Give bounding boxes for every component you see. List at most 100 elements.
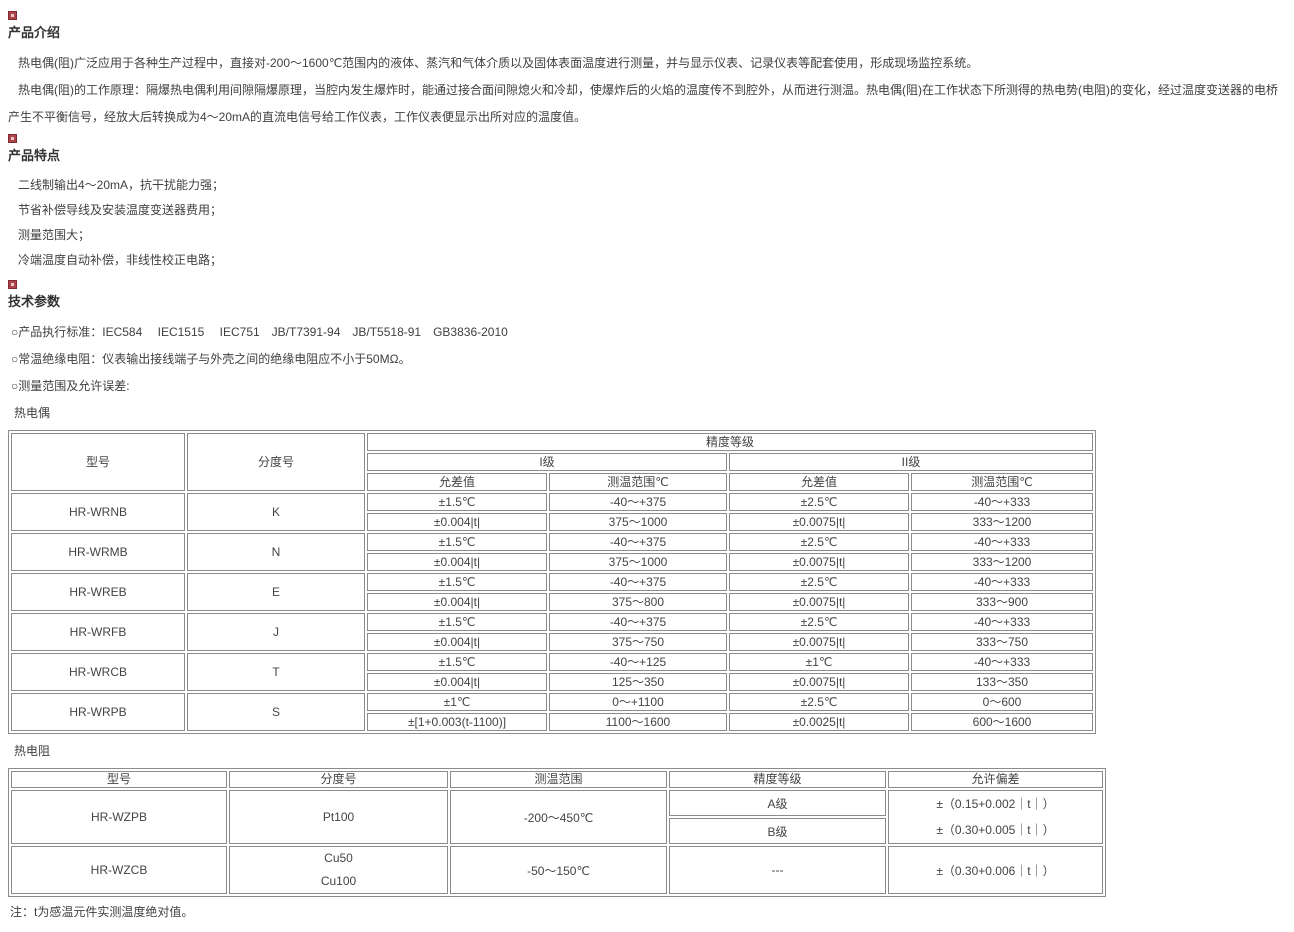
- tolerance-cell: ±0.0075|t|: [729, 593, 909, 611]
- model-cell: HR-WRCB: [11, 653, 185, 691]
- col-header-range: 测温范围: [450, 771, 667, 788]
- accuracy-class-cell: A级: [669, 790, 886, 816]
- graduation-cell: J: [187, 613, 365, 651]
- range-cell: 375～750: [549, 633, 727, 651]
- graduation-line: Cu100: [320, 874, 357, 888]
- intro-paragraph: 热电偶(阻)广泛应用于各种生产过程中，直接对-200～1600℃范围内的液体、蒸…: [18, 56, 979, 70]
- range-cell: 0～600: [911, 693, 1094, 711]
- range-cell: -40～+375: [549, 533, 727, 551]
- table-row: HR-WRFB J ±1.5℃ -40～+375 ±2.5℃ -40～+333: [11, 613, 1094, 651]
- thermocouple-table-label: 热电偶: [14, 406, 51, 420]
- tech-insulation-line: ○常温绝缘电阻：仪表输出接线端子与外壳之间的绝缘电阻应不小于50MΩ。: [11, 352, 411, 366]
- graduation-cell: N: [187, 533, 365, 571]
- range-cell: 333～750: [911, 633, 1094, 651]
- range-cell: -40～+333: [911, 613, 1094, 631]
- table-row: HR-WZCB Cu50 Cu100 -50～150℃ --- ±（0.30+0…: [11, 846, 1103, 894]
- graduation-cell: K: [187, 493, 365, 531]
- graduation-cell: S: [187, 693, 365, 731]
- col-header-tolerance: 允差值: [729, 473, 909, 491]
- table-row: HR-WRCB T ±1.5℃ -40～+125 ±1℃ -40～+333: [11, 653, 1094, 691]
- section-heading-features: 产品特点: [8, 148, 61, 163]
- range-cell: -40～+333: [911, 653, 1094, 671]
- tech-standards-line: ○产品执行标准：IEC584 IEC1515 IEC751 JB/T7391-9…: [11, 325, 508, 339]
- deviation-cell: ±（0.30+0.006｜t｜）: [888, 846, 1103, 894]
- range-cell: -40～+375: [549, 613, 727, 631]
- range-cell: -50～150℃: [450, 846, 667, 894]
- tolerance-cell: ±2.5℃: [729, 573, 909, 591]
- thermocouple-table: 型号 分度号 精度等级 I级 II级 允差值 测温范围℃ 允差值 测温范围℃ H…: [8, 430, 1097, 734]
- tolerance-cell: ±0.0025|t|: [729, 713, 909, 731]
- range-cell: 333～1200: [911, 513, 1094, 531]
- range-cell: 133～350: [911, 673, 1094, 691]
- table-row: HR-WRNB K ±1.5℃ -40～+375 ±2.5℃ -40～+333: [11, 493, 1094, 531]
- tolerance-cell: ±0.0075|t|: [729, 553, 909, 571]
- col-header-range: 测温范围℃: [549, 473, 727, 491]
- table-row: ±0.004|t| 375～1000 ±0.0075|t| 333～1200: [11, 513, 1094, 531]
- range-cell: -40～+375: [549, 493, 727, 511]
- feature-item: 测量范围大；: [18, 228, 91, 242]
- feature-item: 冷端温度自动补偿，非线性校正电路；: [18, 253, 223, 267]
- graduation-cell: T: [187, 653, 365, 691]
- col-header-class1: I级: [367, 453, 727, 471]
- tolerance-cell: ±1℃: [729, 653, 909, 671]
- tolerance-cell: ±2.5℃: [729, 493, 909, 511]
- model-cell: HR-WRPB: [11, 693, 185, 731]
- range-cell: -40～+333: [911, 573, 1094, 591]
- graduation-cell: E: [187, 573, 365, 611]
- broken-image-icon: [8, 11, 17, 21]
- broken-image-icon: [8, 134, 17, 144]
- table-row: ±0.004|t| 375～1000 ±0.0075|t| 333～1200: [11, 553, 1094, 571]
- col-header-deviation: 允许偏差: [888, 771, 1103, 788]
- range-cell: 333～900: [911, 593, 1094, 611]
- table-row: B级: [11, 818, 1103, 844]
- model-cell: HR-WZCB: [11, 846, 227, 894]
- range-cell: 1100～1600: [549, 713, 727, 731]
- table-row: HR-WRMB N ±1.5℃ -40～+375 ±2.5℃ -40～+333: [11, 533, 1094, 571]
- graduation-cell: Cu50 Cu100: [229, 846, 448, 894]
- section-marker-line: [8, 277, 1286, 291]
- tolerance-cell: ±1.5℃: [367, 653, 547, 671]
- tolerance-cell: ±0.004|t|: [367, 633, 547, 651]
- model-cell: HR-WRNB: [11, 493, 185, 531]
- intro-paragraph: 热电偶(阻)的工作原理：隔爆热电偶利用间隙隔爆原理，当腔内发生爆炸时，能通过接合…: [8, 83, 1278, 124]
- tolerance-cell: ±1.5℃: [367, 533, 547, 551]
- range-cell: -40～+375: [549, 573, 727, 591]
- range-cell: 0～+1100: [549, 693, 727, 711]
- section-marker-line: [8, 131, 1286, 145]
- section-marker-line: [8, 8, 1286, 22]
- deviation-line-a: ±（0.15+0.002｜t｜）: [936, 797, 1055, 811]
- deviation-cell: ±（0.15+0.002｜t｜） ±（0.30+0.005｜t｜）: [888, 790, 1103, 844]
- col-header-class2: II级: [729, 453, 1094, 471]
- col-header-tolerance: 允差值: [367, 473, 547, 491]
- tech-range-line: ○测量范围及允许误差:: [11, 379, 130, 393]
- tolerance-cell: ±2.5℃: [729, 693, 909, 711]
- range-cell: 600～1600: [911, 713, 1094, 731]
- model-cell: HR-WZPB: [11, 790, 227, 844]
- range-cell: -40～+125: [549, 653, 727, 671]
- col-header-accuracy: 精度等级: [669, 771, 886, 788]
- feature-item: 节省补偿导线及安装温度变送器费用；: [18, 203, 223, 217]
- range-cell: 333～1200: [911, 553, 1094, 571]
- accuracy-class-cell: ---: [669, 846, 886, 894]
- range-cell: -200～450℃: [450, 790, 667, 844]
- tolerance-cell: ±2.5℃: [729, 533, 909, 551]
- tolerance-cell: ±1℃: [367, 693, 547, 711]
- graduation-line: Cu50: [324, 851, 353, 865]
- model-cell: HR-WRMB: [11, 533, 185, 571]
- tolerance-cell: ±0.004|t|: [367, 513, 547, 531]
- graduation-cell: Pt100: [229, 790, 448, 844]
- range-cell: -40～+333: [911, 493, 1094, 511]
- footnote: 注：t为感温元件实测温度绝对值。: [10, 905, 194, 919]
- table-row: ±[1+0.003(t-1100)] 1100～1600 ±0.0025|t| …: [11, 713, 1094, 731]
- section-heading-tech: 技术参数: [8, 294, 61, 309]
- range-cell: 375～1000: [549, 553, 727, 571]
- tolerance-cell: ±[1+0.003(t-1100)]: [367, 713, 547, 731]
- section-heading-intro: 产品介绍: [8, 25, 61, 40]
- deviation-line-b: ±（0.30+0.005｜t｜）: [936, 823, 1055, 837]
- col-header-accuracy: 精度等级: [367, 433, 1094, 451]
- table-row: ±0.004|t| 375～800 ±0.0075|t| 333～900: [11, 593, 1094, 611]
- rtd-table: 型号 分度号 测温范围 精度等级 允许偏差 HR-WZPB Pt100 -200…: [8, 768, 1106, 897]
- col-header-range: 测温范围℃: [911, 473, 1094, 491]
- tolerance-cell: ±0.0075|t|: [729, 633, 909, 651]
